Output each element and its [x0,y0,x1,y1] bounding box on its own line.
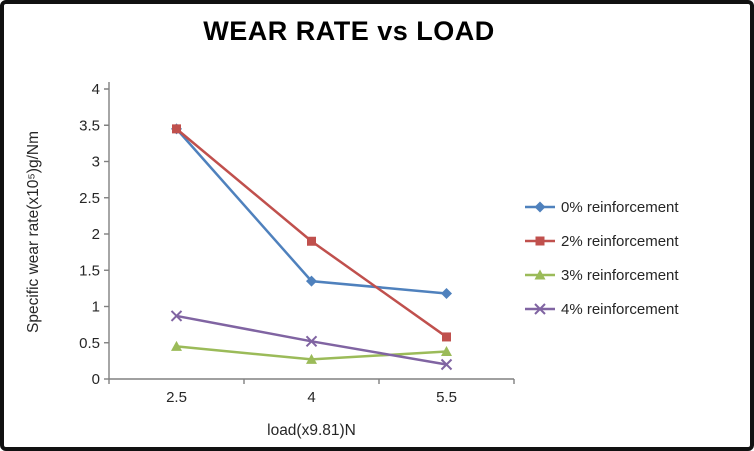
plot-area: 0 0.5 1 1.5 2 2.5 3 3.5 4 2.5 4 5.5 [79,81,515,406]
legend-item-2: 3% reinforcement [524,264,679,286]
y-tick-label: 0.5 [79,335,100,352]
x-axis-title: load(x9.81)N [267,422,356,439]
series-3 [170,310,453,371]
legend-label: 4% reinforcement [561,300,679,318]
series-line [175,128,447,295]
series-0 [171,123,452,299]
y-tick-label: 0 [92,371,100,388]
x-tick-label: 2.5 [166,389,187,406]
y-tick-label: 3.5 [79,117,100,134]
y-tick-label: 4 [92,81,100,98]
legend-label: 3% reinforcement [561,266,679,284]
series-2 [171,340,452,364]
y-tick-label: 3 [92,154,100,171]
series-1 [172,124,451,342]
legend-item-1: 2% reinforcement [524,230,679,252]
x-tick-label: 5.5 [436,389,457,406]
legend: 0% reinforcement 2% reinforcement 3% rei… [524,196,679,320]
y-tick-label: 2 [92,226,100,243]
legend-label: 0% reinforcement [561,198,679,216]
legend-marker-diamond-icon [525,201,555,213]
legend-item-0: 0% reinforcement [524,196,679,218]
y-tick-label: 1.5 [79,262,100,279]
legend-label: 2% reinforcement [561,232,679,250]
y-tick-label: 2.5 [79,190,100,207]
legend-marker-square-icon [525,236,555,246]
legend-item-3: 4% reinforcement [524,298,679,320]
legend-marker-triangle-icon [525,269,555,280]
y-tick-label: 1 [92,299,100,316]
series-line [175,127,448,338]
legend-marker-x-icon [525,303,555,315]
x-tick-label: 4 [307,389,315,406]
chart-title: WEAR RATE vs LOAD [203,16,495,46]
